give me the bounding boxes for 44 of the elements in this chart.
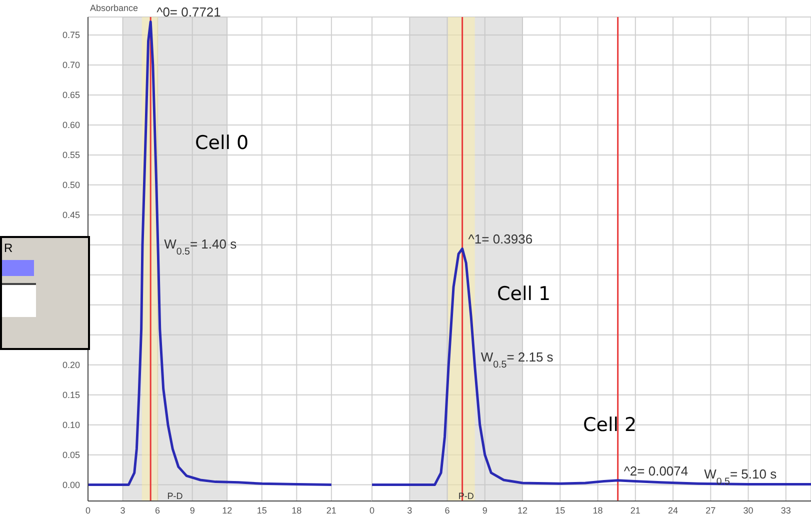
x-tick-label: 3 [407, 505, 412, 516]
line-series [88, 20, 333, 486]
x-tick-label: 15 [555, 505, 566, 516]
x-tick-label: 21 [326, 505, 336, 516]
y-tick-label: 0.60 [62, 120, 80, 130]
y-tick-label: 0.20 [62, 360, 80, 370]
y-tick-label: 0.55 [62, 150, 80, 160]
annotation: Cell 1 [497, 283, 551, 305]
y-tick-label: 0.15 [62, 390, 80, 400]
annotation: ^2= 0.0074 [624, 463, 688, 478]
x-tick-label: 6 [155, 505, 160, 516]
x-tick-label: 30 [743, 505, 754, 516]
x-tick-label: 24 [668, 505, 678, 516]
y-tick-label: 0.45 [62, 210, 80, 220]
y-tick-label: 0.70 [62, 60, 80, 70]
x-tick-label: 27 [706, 505, 716, 516]
x-tick-label: 6 [444, 505, 450, 516]
dialog-panel: R [0, 236, 90, 350]
y-axis-title: Absorbance [90, 3, 138, 13]
x-tick-label: 0 [85, 505, 91, 516]
annotation: ^1= 0.3936 [468, 232, 533, 247]
x-tick-label: 3 [120, 505, 126, 516]
y-tick-label: 0.65 [62, 90, 80, 100]
annotation: W$_{0.5}$= 2.15 s [480, 350, 554, 370]
annotation: Cell 2 [583, 414, 637, 436]
annotation: W$_{0.5}$= 1.40 s [164, 236, 238, 257]
annotation: ^0= 0.7721 [156, 4, 221, 20]
x-tick-label: 12 [222, 505, 232, 516]
y-tick-label: 0.05 [62, 450, 80, 460]
x-tick-label: 21 [630, 505, 640, 516]
x-tick-label: 9 [482, 505, 488, 516]
annotation: Cell 0 [195, 132, 249, 154]
y-tick-label: 0.75 [62, 30, 80, 40]
x-tick-label: 33 [780, 505, 791, 516]
x-tick-label: 18 [292, 505, 302, 516]
band-label: P-D [167, 491, 184, 501]
x-tick-label: 15 [256, 505, 267, 516]
x-tick-label: 9 [190, 505, 195, 516]
y-tick-label: 0.00 [62, 480, 80, 490]
x-tick-label: 0 [369, 505, 375, 516]
y-tick-label: 0.10 [62, 420, 80, 430]
y-tick-label: 0.50 [62, 180, 80, 190]
x-tick-label: 18 [592, 505, 603, 516]
x-tick-label: 12 [518, 505, 528, 516]
